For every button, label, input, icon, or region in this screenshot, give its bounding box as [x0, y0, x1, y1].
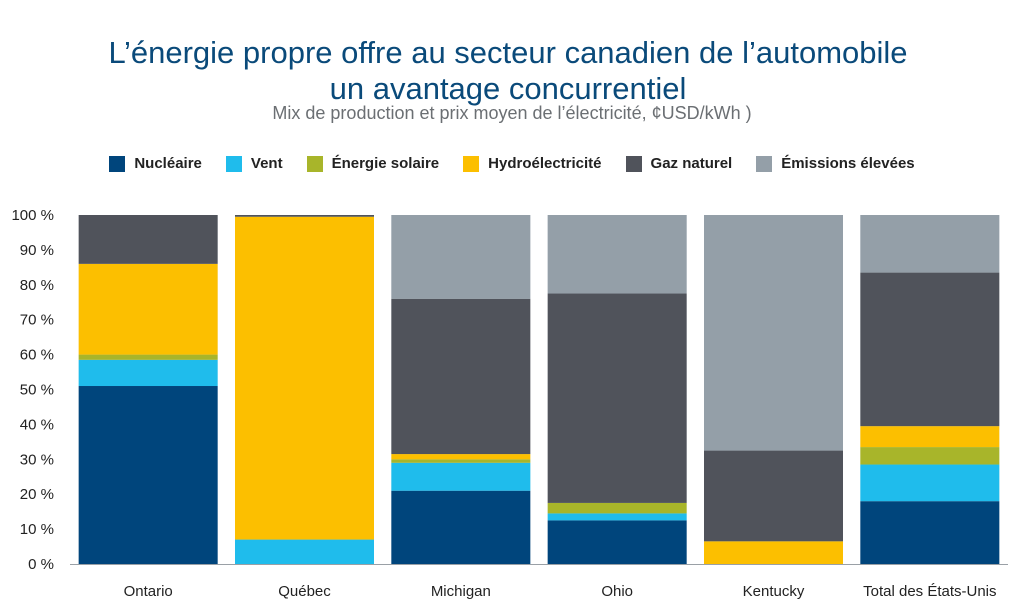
bar-ohio-vent [547, 513, 687, 521]
bar-total-des-etats-unis-energie-solaire [860, 447, 1000, 465]
bar-kentucky-hydroelectricite [704, 541, 843, 564]
y-tick-label: 30 % [20, 451, 54, 468]
bar-ontario-hydroelectricite [78, 263, 218, 355]
y-tick-label: 80 % [20, 277, 54, 294]
y-tick-label: 60 % [20, 347, 54, 364]
bar-michigan-emissions-elevees [391, 215, 531, 299]
bar-ohio-emissions-elevees [547, 215, 687, 294]
y-tick-label: 10 % [20, 521, 54, 538]
y-tick-label: 50 % [20, 382, 54, 399]
legend-label-hydro: Hydroélectricité [488, 155, 602, 172]
bar-total-des-etats-unis-hydroelectricite [860, 426, 1000, 448]
legend-item-gaz: Gaz naturel [625, 155, 733, 172]
y-tick-label: 20 % [20, 486, 54, 503]
chart-title-line-2: un avantage concurrentiel [329, 70, 687, 106]
legend-swatch-vent [225, 155, 242, 172]
legend-swatch-solaire [306, 155, 323, 172]
bar-kentucky-gaz-naturel [704, 450, 843, 542]
legend-swatch-emissions [756, 155, 773, 172]
bar-ontario-nucleaire [78, 386, 218, 564]
x-category-label: Kentucky [743, 583, 805, 600]
bar-ontario-gaz-naturel [78, 215, 218, 264]
legend-label-gaz: Gaz naturel [650, 155, 733, 172]
chart-subtitle: Mix de production et prix moyen de l’éle… [272, 103, 752, 123]
bar-quebec-hydroelectricite [235, 216, 374, 540]
y-tick-label: 100 % [11, 207, 54, 224]
x-category-label: Ontario [124, 583, 173, 600]
bar-michigan-vent [391, 462, 531, 491]
legend-item-solaire: Énergie solaire [306, 155, 440, 172]
bar-michigan-energie-solaire [391, 459, 531, 463]
legend-item-nucleaire: Nucléaire [109, 155, 202, 172]
bar-ontario-energie-solaire [78, 354, 218, 360]
bar-total-des-etats-unis-nucleaire [860, 501, 1000, 564]
y-tick-label: 40 % [20, 416, 54, 433]
legend-item-emissions: Émissions élevées [756, 155, 915, 172]
x-category-label: Québec [278, 583, 331, 600]
legend-swatch-nucleaire [109, 155, 126, 172]
chart-title-line-1: L’énergie propre offre au secteur canadi… [108, 34, 908, 70]
legend-swatch-gaz [625, 155, 642, 172]
legend-swatch-hydro [463, 155, 480, 172]
x-category-label: Ohio [601, 583, 633, 600]
chart-title: L’énergie propre offre au secteur canadi… [0, 35, 1016, 107]
y-tick-label: 90 % [20, 242, 54, 259]
chart-legend: Nucléaire Vent Énergie solaire Hydroélec… [0, 155, 1024, 172]
y-tick-label: 70 % [20, 312, 54, 329]
legend-label-solaire: Énergie solaire [331, 155, 440, 172]
legend-label-vent: Vent [250, 155, 283, 172]
bar-quebec-vent [235, 539, 374, 564]
bar-total-des-etats-unis-vent [860, 464, 1000, 502]
legend-label-nucleaire: Nucléaire [134, 155, 202, 172]
bar-michigan-gaz-naturel [391, 298, 531, 455]
bar-michigan-hydroelectricite [391, 454, 531, 460]
bar-kentucky-emissions-elevees [704, 215, 843, 451]
legend-item-hydro: Hydroélectricité [463, 155, 602, 172]
x-category-label: Michigan [431, 583, 491, 600]
bar-quebec-gaz-naturel [235, 215, 374, 217]
bar-ontario-vent [78, 359, 218, 387]
bar-total-des-etats-unis-emissions-elevees [860, 215, 1000, 273]
bar-total-des-etats-unis-gaz-naturel [860, 272, 1000, 427]
bar-ohio-nucleaire [547, 520, 687, 564]
bar-michigan-nucleaire [391, 490, 531, 564]
bar-ohio-gaz-naturel [547, 293, 687, 503]
bar-ohio-energie-solaire [547, 502, 687, 514]
y-tick-label: 0 % [28, 556, 54, 573]
legend-label-emissions: Émissions élevées [781, 155, 915, 172]
legend-item-vent: Vent [225, 155, 283, 172]
x-category-label: Total des États-Unis [863, 583, 996, 600]
